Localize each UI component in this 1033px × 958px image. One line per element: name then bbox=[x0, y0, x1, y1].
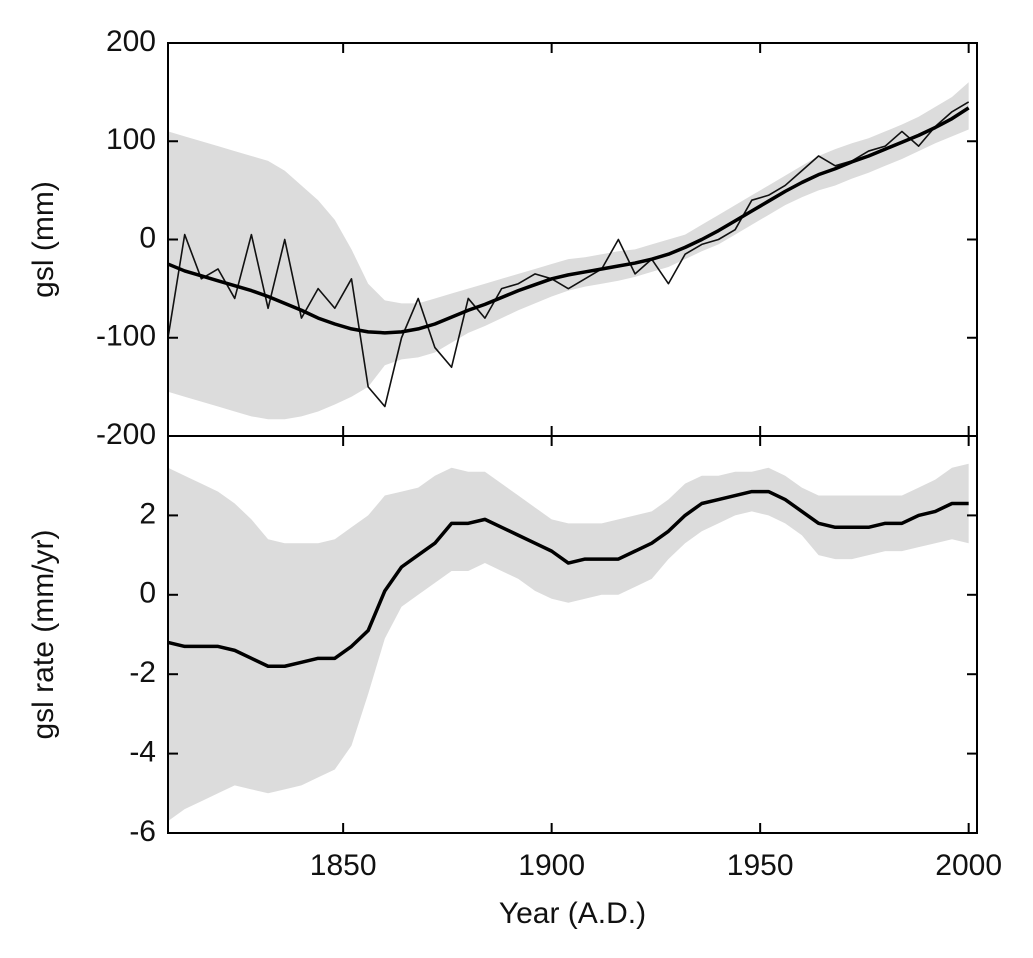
data-line bbox=[167, 101, 970, 408]
y-axis-label: gsl rate (mm/yr) bbox=[27, 530, 60, 740]
y-tick-label: -2 bbox=[129, 656, 156, 689]
y-tick-label: 100 bbox=[106, 123, 156, 156]
y-tick-label: -100 bbox=[96, 320, 156, 353]
y-tick-label: 0 bbox=[139, 221, 156, 254]
y-tick-label: 200 bbox=[106, 25, 156, 58]
x-tick-label: 1900 bbox=[518, 849, 585, 882]
y-tick-label: -6 bbox=[129, 815, 156, 848]
y-axis-label: gsl (mm) bbox=[27, 181, 60, 298]
y-tick-label: -200 bbox=[96, 418, 156, 451]
x-tick-label: 1950 bbox=[727, 849, 794, 882]
confidence-band bbox=[168, 463, 969, 822]
y-tick-label: -4 bbox=[129, 736, 156, 769]
confidence-band bbox=[168, 82, 969, 420]
x-axis-label: Year (A.D.) bbox=[499, 897, 646, 930]
y-tick-label: 0 bbox=[139, 577, 156, 610]
data-line bbox=[167, 106, 970, 335]
plot-frame bbox=[167, 435, 978, 834]
data-line bbox=[167, 489, 969, 669]
y-tick-label: 2 bbox=[139, 497, 156, 530]
x-tick-label: 2000 bbox=[935, 849, 1002, 882]
x-tick-label: 1850 bbox=[310, 849, 377, 882]
